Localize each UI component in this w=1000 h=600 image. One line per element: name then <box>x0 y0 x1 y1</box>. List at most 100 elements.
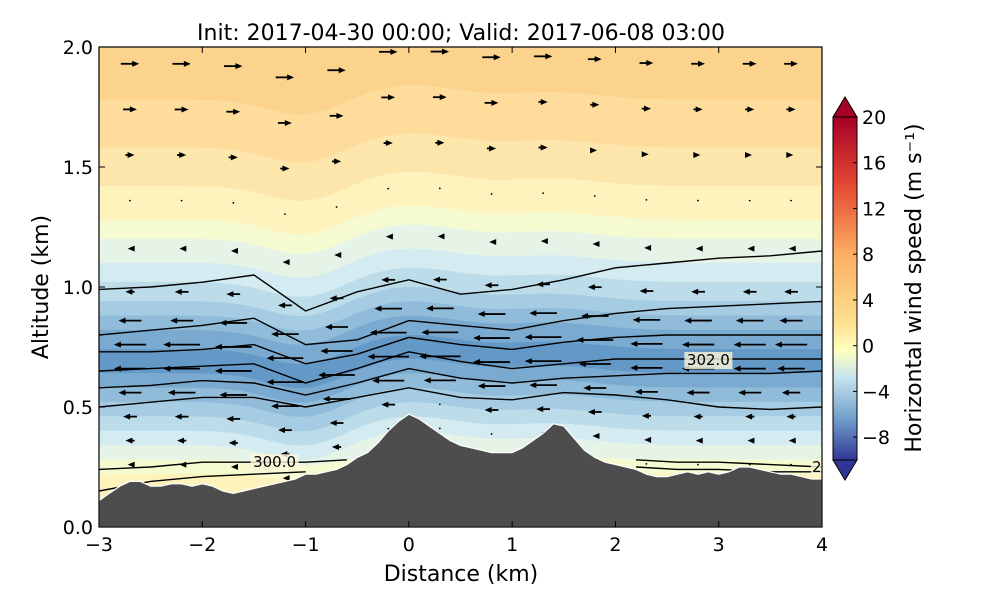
x-axis: −3 −2 −1 0 1 2 3 4 <box>85 47 828 556</box>
theta-contour-line <box>99 300 822 346</box>
theta-contour-line <box>636 466 822 473</box>
x-tick-label: −3 <box>85 534 113 556</box>
wind-vector-head <box>733 341 741 348</box>
wind-vector <box>490 193 493 195</box>
wind-vector-head <box>287 74 295 81</box>
wind-vector-head <box>738 389 746 396</box>
contour-labels: 302.0 300.0 2 <box>250 351 823 476</box>
wind-vector-head <box>477 383 485 390</box>
wind-vector-head <box>536 406 544 413</box>
wind-vector-head <box>437 233 445 240</box>
wind-vector-head <box>684 317 692 324</box>
y-tick-label: 0.0 <box>63 517 93 539</box>
wind-vector-head <box>381 276 389 283</box>
wind-vector-head <box>745 413 753 420</box>
wind-vector-head <box>118 389 126 396</box>
wind-vector-head <box>282 165 290 172</box>
contour-label: 300.0 <box>253 453 296 471</box>
wind-vector-head <box>590 147 598 154</box>
wind-vector-head <box>266 379 274 386</box>
wind-vector-head <box>493 54 501 61</box>
wind-vector-head <box>381 401 389 408</box>
wind-vector-head <box>646 60 654 67</box>
wind-vector-head <box>784 288 792 295</box>
wind-vector-head <box>693 413 701 420</box>
wind-vector-head <box>367 353 375 360</box>
x-tick-label: 3 <box>713 534 725 556</box>
wind-vector-head <box>695 437 703 444</box>
wind-vector-head <box>278 427 286 434</box>
wind-vector-head <box>385 233 393 240</box>
wind-vector-head <box>540 144 548 151</box>
wind-vector-head <box>174 288 182 295</box>
wind-vector <box>490 433 493 435</box>
terrain-profile <box>99 413 822 527</box>
wind-vector-head <box>749 60 757 67</box>
wind-vector-head <box>331 444 339 451</box>
wind-vector-head <box>336 112 344 119</box>
wind-vector-head <box>338 67 346 74</box>
contour-label-bg <box>684 352 733 369</box>
wind-vector-head <box>477 311 485 318</box>
wind-vector-head <box>592 240 600 247</box>
colorbar-tick-label: 16 <box>862 153 886 175</box>
wind-vector-head <box>529 382 537 389</box>
wind-vector-head <box>437 139 445 146</box>
colorbar-tick-label: −4 <box>862 381 890 403</box>
wind-vector-head <box>179 461 187 468</box>
wind-vector <box>697 463 699 466</box>
wind-vector-head <box>779 317 787 324</box>
wind-vector <box>387 427 390 430</box>
wind-vector-head <box>632 316 640 323</box>
wind-vector <box>438 427 441 430</box>
plot-area <box>99 47 822 527</box>
wind-vector-head <box>129 106 137 113</box>
x-tick-label: 1 <box>506 534 518 556</box>
wind-vector-head <box>777 365 785 372</box>
wind-vector-head <box>630 364 638 371</box>
theta-contour-line <box>99 250 822 312</box>
wind-vector-head <box>747 106 755 113</box>
wind-vector-head <box>163 341 171 348</box>
wind-vector-head <box>219 319 227 326</box>
wind-vector-head <box>788 106 796 113</box>
x-tick-label: −1 <box>292 534 320 556</box>
wind-vector-head <box>774 341 782 348</box>
x-tick-label: 4 <box>816 534 828 556</box>
wind-vector-head <box>592 101 600 108</box>
wind-vector-head <box>329 420 337 427</box>
wind-vector-head <box>473 335 481 342</box>
wind-vector-head <box>489 145 497 152</box>
wind-vector-head <box>524 358 532 365</box>
wind-vector <box>645 198 648 201</box>
wind-vector <box>748 463 751 466</box>
wind-vector-head <box>735 317 743 324</box>
wind-vector-head <box>432 276 440 283</box>
wind-vector-head <box>230 463 238 470</box>
wind-vector-head <box>491 99 499 106</box>
colorbar: 20 16 12 8 4 0 −4 −8 Horizontal wind speed (m s… <box>832 96 927 481</box>
wind-vector-head <box>781 389 789 396</box>
wind-vector-head <box>419 353 427 360</box>
wind-vector <box>232 202 235 204</box>
wind-vector-head <box>125 437 133 444</box>
wind-vector-head <box>594 56 602 63</box>
wind-vector-head <box>641 412 649 419</box>
wind-vector <box>645 462 648 465</box>
wind-vector-head <box>278 302 286 309</box>
wind-vector-head <box>369 329 377 336</box>
wind-vector-head <box>786 152 794 158</box>
wind-vector-head <box>587 408 595 415</box>
y-tick-label: 1.5 <box>63 157 93 179</box>
wind-vector-head <box>686 389 694 396</box>
wind-vector-head <box>742 288 750 295</box>
colorbar-tick-label: 12 <box>862 198 886 220</box>
wind-vector-head <box>230 154 238 161</box>
wind-vector-head <box>325 324 333 331</box>
colorbar-tick-label: 20 <box>862 107 886 129</box>
wind-vector-head <box>644 436 652 443</box>
wind-vector-head <box>641 151 649 158</box>
wind-vector-head <box>695 106 703 113</box>
wind-vector-head <box>630 340 638 347</box>
colorbar-extend-bottom <box>832 459 858 481</box>
